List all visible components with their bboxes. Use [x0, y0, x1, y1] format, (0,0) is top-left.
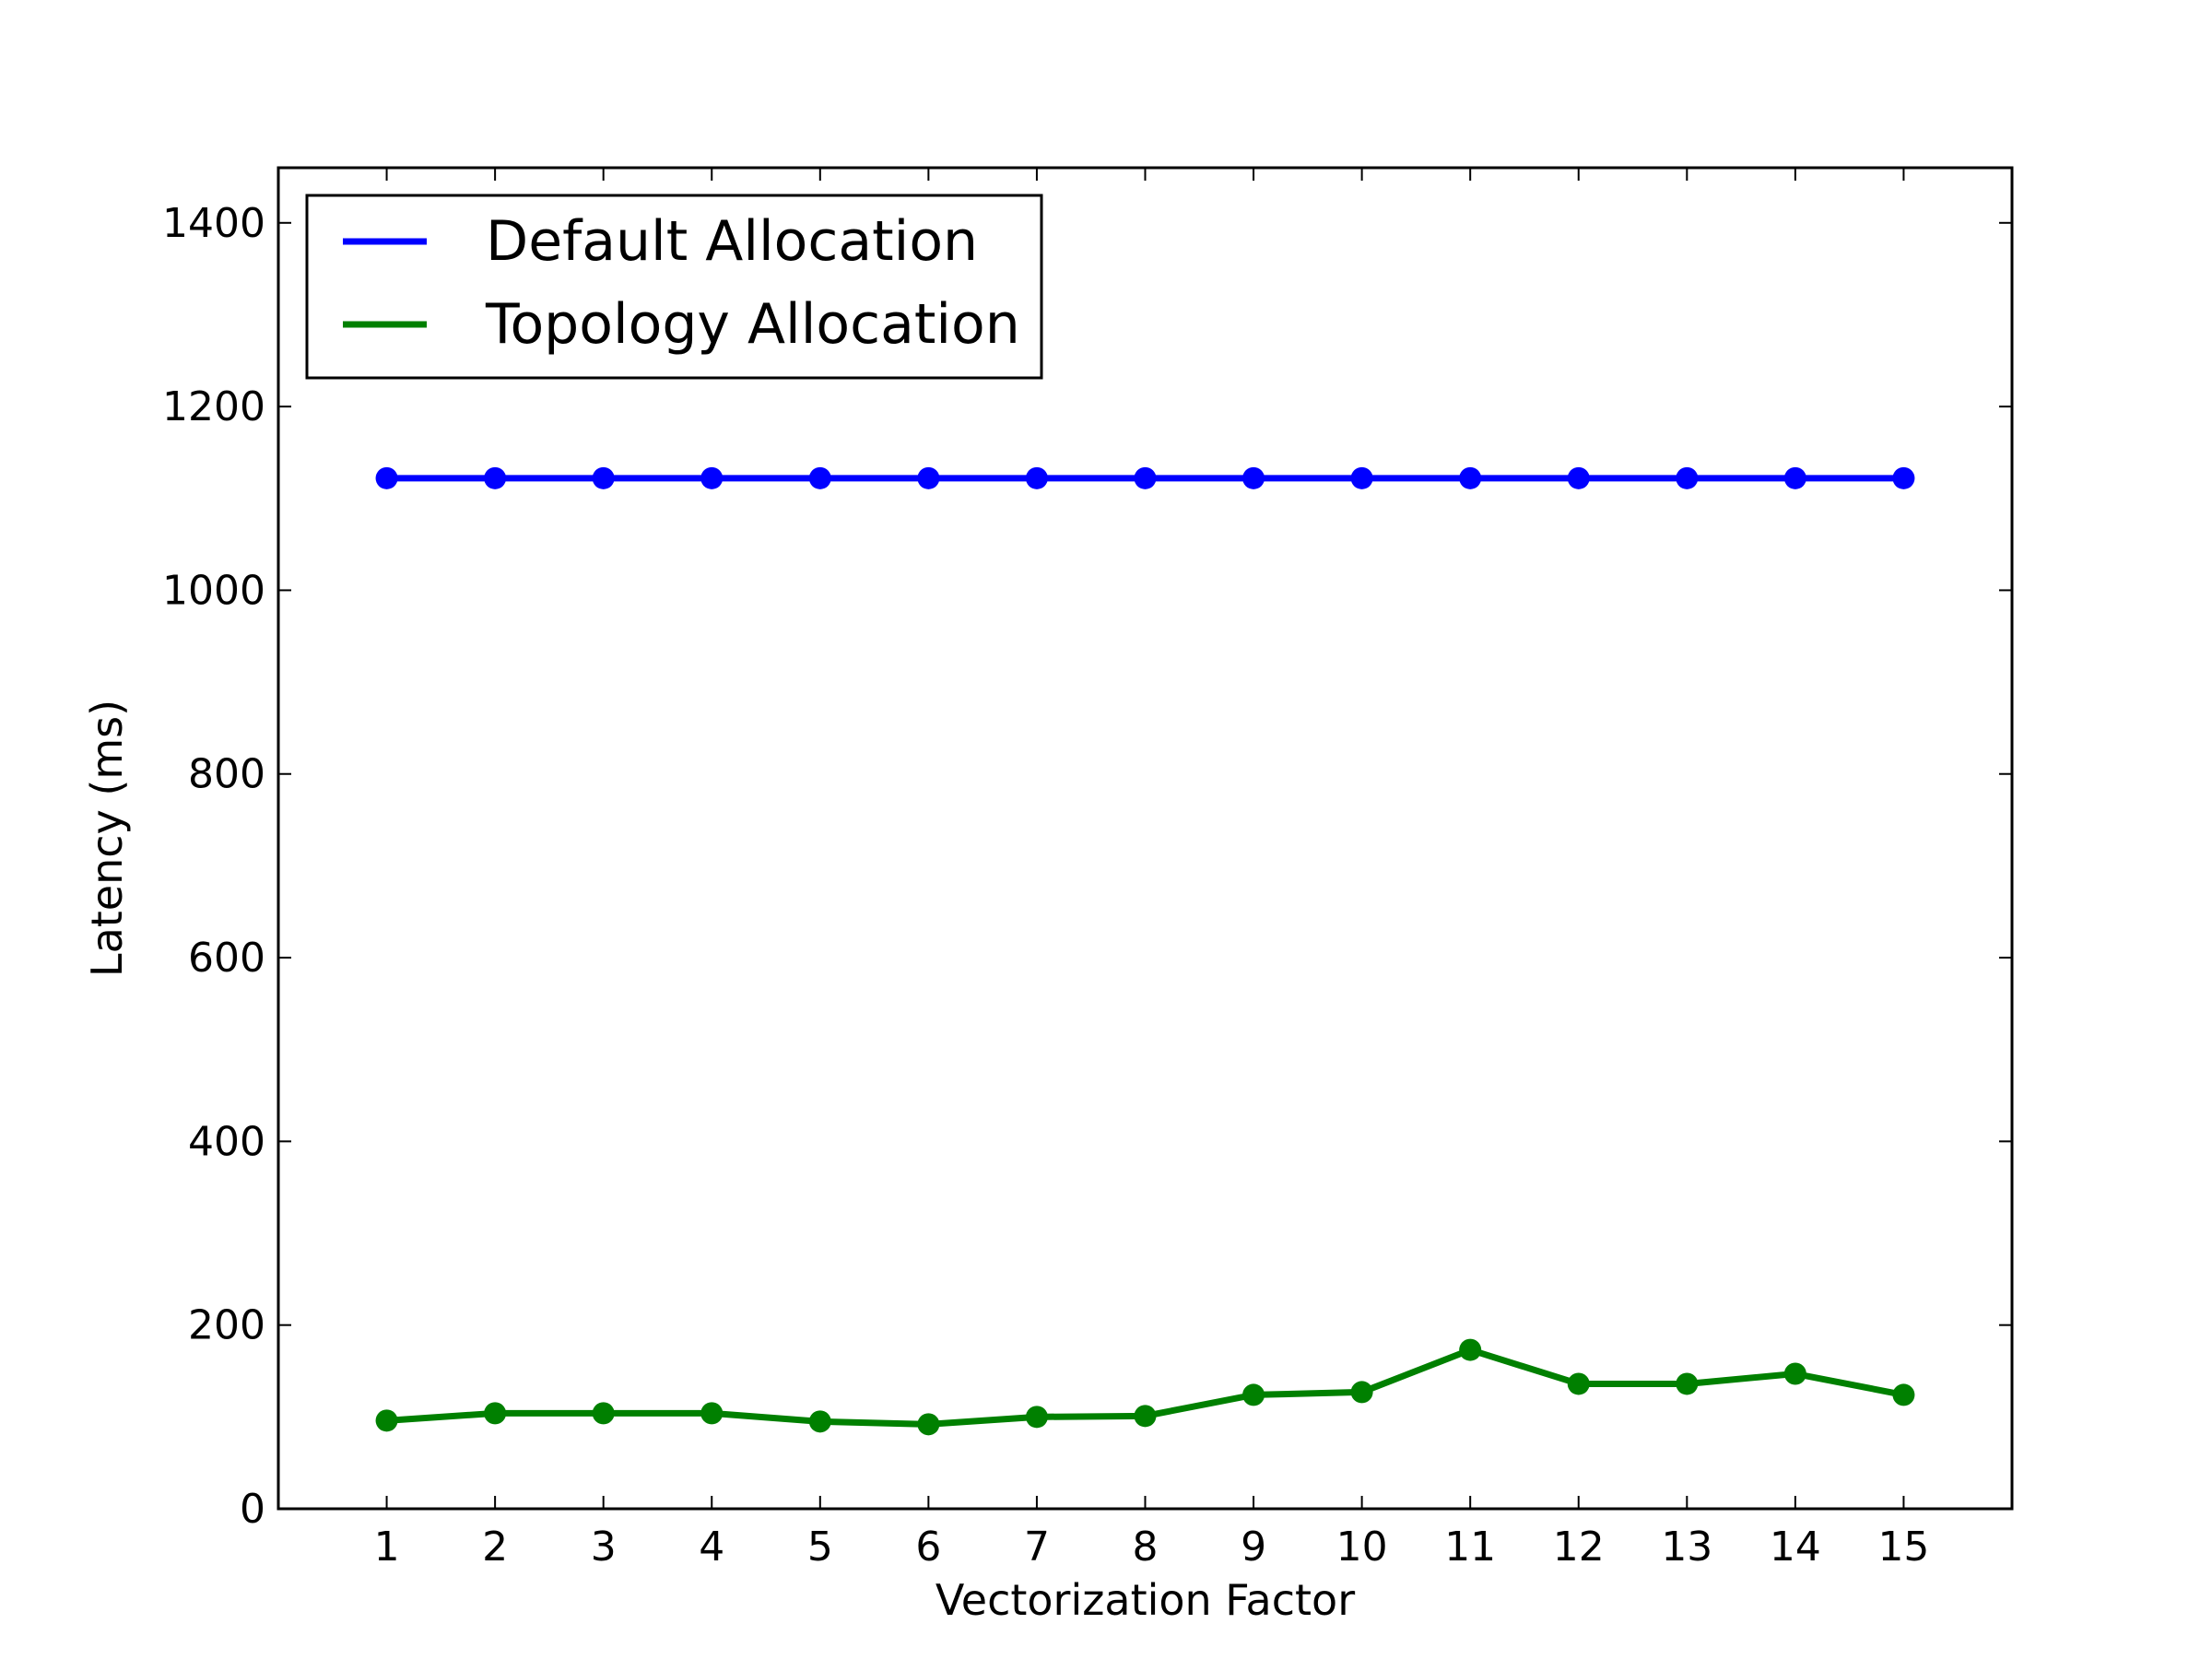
y-axis-ticks: 0 200 400 600 800 1000 1200 1400 [162, 200, 2012, 1533]
plot-frame [276, 166, 2014, 1511]
data-point-topology-allocation [1892, 1383, 1915, 1406]
data-point-topology-allocation [1134, 1405, 1157, 1428]
data-point-topology-allocation [1350, 1381, 1373, 1404]
data-point-default-allocation [1459, 466, 1482, 489]
data-point-default-allocation [917, 466, 940, 489]
data-point-default-allocation [1567, 466, 1590, 489]
y-tick-label: 400 [188, 1118, 265, 1165]
x-axis-ticks: 1 2 3 4 5 6 7 8 9 10 11 12 13 14 15 [374, 168, 1929, 1571]
x-tick-label: 7 [1024, 1524, 1050, 1571]
legend-label-default-allocation: Default Allocation [486, 209, 978, 274]
legend: Default Allocation Topology Allocation [305, 194, 1043, 380]
y-axis-label: Latency (ms) [82, 700, 132, 977]
data-point-topology-allocation [1676, 1372, 1699, 1395]
y-tick-label: 1400 [162, 200, 265, 247]
x-tick-label: 4 [699, 1524, 724, 1571]
x-tick-label: 5 [807, 1524, 833, 1571]
y-tick-label: 1200 [162, 383, 265, 430]
data-point-default-allocation [1134, 466, 1157, 489]
data-point-default-allocation [1025, 466, 1048, 489]
x-tick-label: 12 [1553, 1524, 1605, 1571]
data-point-topology-allocation [1025, 1406, 1048, 1429]
data-point-topology-allocation [1459, 1338, 1482, 1361]
y-tick-label: 0 [240, 1486, 265, 1533]
y-tick-label: 800 [188, 751, 265, 798]
data-point-topology-allocation [375, 1409, 398, 1432]
data-point-default-allocation [1892, 466, 1915, 489]
data-point-default-allocation [808, 466, 831, 489]
x-tick-label: 2 [482, 1524, 508, 1571]
data-point-default-allocation [700, 466, 724, 489]
data-point-default-allocation [375, 466, 398, 489]
data-point-topology-allocation [1783, 1362, 1806, 1385]
y-tick-label: 200 [188, 1302, 265, 1349]
data-point-topology-allocation [1567, 1372, 1590, 1395]
x-tick-label: 13 [1661, 1524, 1712, 1571]
data-point-topology-allocation [592, 1402, 615, 1425]
x-tick-label: 11 [1444, 1524, 1496, 1571]
x-tick-label: 6 [915, 1524, 941, 1571]
x-tick-label: 8 [1133, 1524, 1159, 1571]
data-point-default-allocation [1350, 466, 1373, 489]
data-point-default-allocation [1676, 466, 1699, 489]
data-point-topology-allocation [484, 1402, 507, 1425]
data-point-default-allocation [484, 466, 507, 489]
y-tick-label: 1000 [162, 567, 265, 614]
data-point-default-allocation [1783, 466, 1806, 489]
y-tick-label: 600 [188, 935, 265, 982]
x-tick-label: 3 [591, 1524, 617, 1571]
x-tick-label: 10 [1336, 1524, 1388, 1571]
x-axis-label: Vectorization Factor [935, 1575, 1355, 1625]
legend-box [305, 194, 1043, 380]
x-tick-label: 9 [1241, 1524, 1266, 1571]
legend-label-topology-allocation: Topology Allocation [485, 292, 1020, 357]
x-tick-label: 14 [1770, 1524, 1821, 1571]
x-tick-label: 15 [1877, 1524, 1929, 1571]
data-point-topology-allocation [700, 1402, 724, 1425]
data-point-topology-allocation [808, 1410, 831, 1433]
data-point-default-allocation [1242, 466, 1265, 489]
x-tick-label: 1 [374, 1524, 400, 1571]
series-layer [375, 466, 1915, 1436]
data-point-topology-allocation [917, 1413, 940, 1436]
data-point-default-allocation [592, 466, 615, 489]
data-point-topology-allocation [1242, 1383, 1265, 1406]
